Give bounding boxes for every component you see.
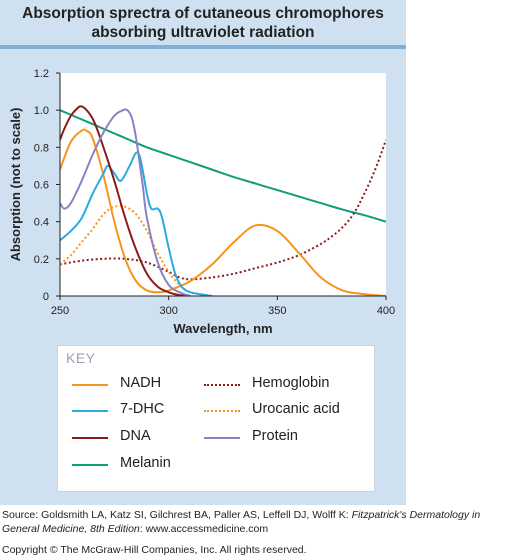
series-dna — [60, 105, 191, 296]
legend-swatch — [204, 437, 240, 439]
x-tick-label: 300 — [159, 305, 177, 317]
chart-title-line1: Absorption sprectra of cutaneous chromop… — [22, 5, 384, 22]
legend-swatch — [72, 384, 108, 386]
figure-panel: Absorption sprectra of cutaneous chromop… — [0, 0, 406, 505]
y-tick-label: 0.8 — [34, 142, 49, 154]
chart-title-line2: absorbing ultraviolet radiation — [91, 24, 315, 41]
legend-label: 7-DHC — [120, 401, 165, 417]
legend-label: Hemoglobin — [252, 375, 330, 391]
source-prefix: Source: Goldsmith LA, Katz SI, Gilchrest… — [2, 509, 352, 521]
series-melanin — [60, 109, 386, 223]
series-urocanic-acid — [60, 204, 213, 296]
absorption-chart: 0 0.2 0.4 0.6 0.8 1.0 1.2 250 300 350 400 Wavelengt… — [8, 68, 395, 336]
y-tick-label: 1.0 — [34, 105, 49, 117]
legend-label: NADH — [120, 375, 162, 391]
source-book-title: Fitzpatrick's Dermatology in General Med… — [2, 509, 481, 535]
legend-swatch — [72, 437, 108, 439]
source-citation: Source: Goldsmith LA, Katz SI, Gilchrest… — [2, 508, 506, 536]
y-tick-label: 0 — [43, 291, 49, 303]
title-divider — [0, 45, 406, 49]
legend-box: KEY NADH Hemoglobin 7-DHC Urocanic acid DNA P… — [57, 345, 375, 492]
x-tick-label: 350 — [268, 305, 286, 317]
legend-swatch — [204, 410, 240, 412]
legend-title: KEY — [66, 350, 96, 366]
legend-swatch — [204, 384, 240, 386]
y-tick-label: 0.6 — [34, 180, 49, 192]
source-suffix: : www.accessmedicine.com — [139, 523, 269, 535]
x-tick-label: 400 — [377, 305, 395, 317]
legend-label: Protein — [252, 428, 298, 444]
y-axis-label: Absorption (not to scale) — [8, 108, 23, 262]
plot-area — [60, 73, 386, 296]
legend-swatch — [72, 464, 108, 466]
y-tick-label: 1.2 — [34, 68, 49, 80]
series-protein — [60, 108, 191, 296]
legend-label: DNA — [120, 428, 151, 444]
series-nadh — [60, 128, 386, 296]
x-axis-label: Wavelength, nm — [173, 321, 272, 336]
y-tick-label: 0.4 — [34, 217, 49, 229]
copyright-notice: Copyright © The McGraw-Hill Companies, I… — [2, 544, 307, 556]
y-tick-label: 0.2 — [34, 254, 49, 266]
chart-title: Absorption sprectra of cutaneous chromop… — [0, 4, 406, 42]
legend-label: Urocanic acid — [252, 401, 340, 417]
series-hemoglobin — [60, 139, 386, 281]
x-tick-label: 250 — [51, 305, 69, 317]
legend-swatch — [72, 410, 108, 412]
legend-label: Melanin — [120, 455, 171, 471]
